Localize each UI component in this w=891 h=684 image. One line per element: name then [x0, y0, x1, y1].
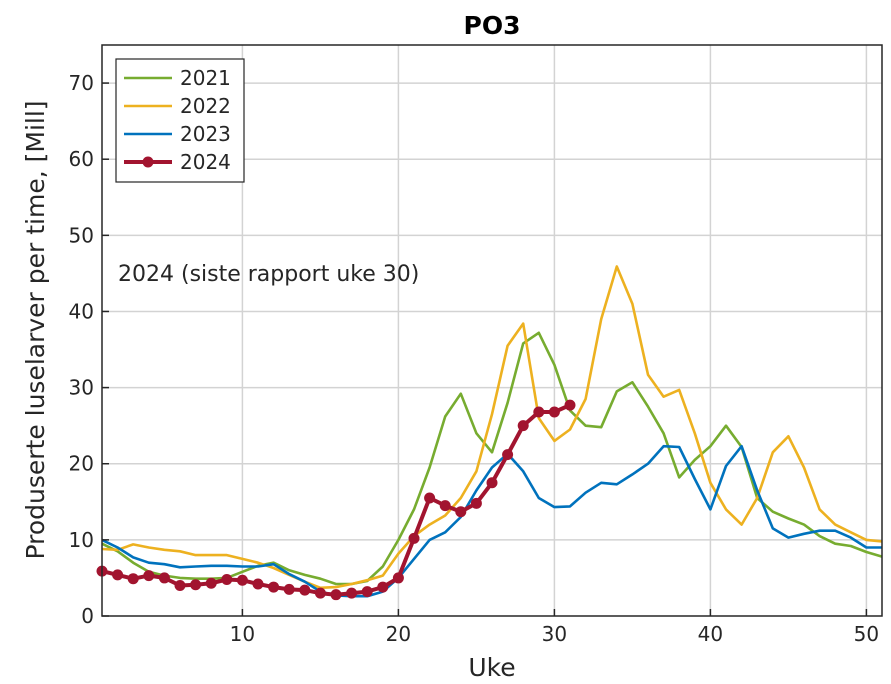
- plot-frame: [101, 44, 883, 617]
- x-tick-label: 50: [854, 622, 879, 646]
- data-point-2024: [174, 580, 186, 592]
- data-point-2024: [299, 584, 311, 596]
- grid-lines: [102, 45, 882, 616]
- series-line-2022: [101, 265, 883, 590]
- data-point-2024: [424, 492, 436, 504]
- data-point-2024: [455, 506, 467, 518]
- data-point-2024: [439, 500, 451, 512]
- series-2023: [101, 444, 882, 598]
- legend-item-2024: 2024: [124, 150, 231, 174]
- legend-item-2021: 2021: [124, 66, 231, 90]
- data-point-2024: [190, 579, 202, 591]
- data-point-2024: [221, 573, 233, 585]
- legend-item-2023: 2023: [124, 122, 231, 146]
- y-axis-ticks: 0 10 20 30 40 50 60 70: [69, 71, 109, 628]
- legend-label: 2021: [180, 66, 231, 90]
- data-point-2024: [158, 572, 170, 584]
- x-axis-label: Uke: [468, 653, 515, 682]
- series-layer: [96, 265, 883, 601]
- x-axis-ticks: 10 20 30 40 50: [230, 609, 879, 646]
- data-point-2024: [112, 569, 124, 581]
- legend-item-2022: 2022: [124, 94, 231, 118]
- x-tick-label: 20: [386, 622, 411, 646]
- legend-label: 2022: [180, 94, 231, 118]
- data-point-2024: [252, 578, 264, 590]
- series-2024: [96, 399, 576, 601]
- y-tick-label: 30: [69, 376, 94, 400]
- data-point-2024: [533, 406, 545, 418]
- data-point-2024: [361, 586, 373, 598]
- legend-marker: [142, 156, 154, 168]
- legend: 2021 2022 2023 2024: [115, 58, 245, 183]
- data-point-2024: [268, 581, 280, 593]
- y-tick-label: 0: [81, 604, 94, 628]
- x-tick-label: 30: [542, 622, 567, 646]
- data-point-2024: [486, 477, 498, 489]
- legend-label: 2024: [180, 150, 231, 174]
- data-point-2024: [143, 570, 155, 582]
- x-tick-label: 40: [698, 622, 723, 646]
- data-point-2024: [314, 587, 326, 599]
- y-tick-label: 50: [69, 223, 94, 247]
- data-point-2024: [517, 420, 529, 432]
- data-point-2024: [502, 449, 514, 461]
- series-line-2021: [101, 331, 883, 586]
- data-point-2024: [408, 532, 420, 544]
- data-point-2024: [205, 577, 217, 589]
- legend-label: 2023: [180, 122, 231, 146]
- data-point-2024: [392, 572, 404, 584]
- data-point-2024: [330, 589, 342, 601]
- y-tick-label: 70: [69, 71, 94, 95]
- series-2022: [101, 265, 883, 590]
- data-point-2024: [564, 399, 576, 411]
- y-tick-label: 10: [69, 528, 94, 552]
- y-tick-label: 60: [69, 147, 94, 171]
- y-tick-label: 20: [69, 452, 94, 476]
- y-axis-label: Produserte luselarver per time, [Mill]: [21, 100, 50, 559]
- data-point-2024: [470, 497, 482, 509]
- chart-title: PO3: [464, 11, 521, 40]
- data-point-2024: [127, 573, 139, 585]
- data-point-2024: [377, 581, 389, 593]
- data-point-2024: [283, 583, 295, 595]
- data-point-2024: [236, 574, 248, 586]
- chart-annotation: 2024 (siste rapport uke 30): [118, 262, 419, 287]
- data-point-2024: [346, 587, 358, 599]
- data-point-2024: [548, 406, 560, 418]
- series-2021: [101, 331, 883, 586]
- series-line-2023: [101, 444, 882, 598]
- x-tick-label: 10: [230, 622, 255, 646]
- y-tick-label: 40: [69, 299, 94, 323]
